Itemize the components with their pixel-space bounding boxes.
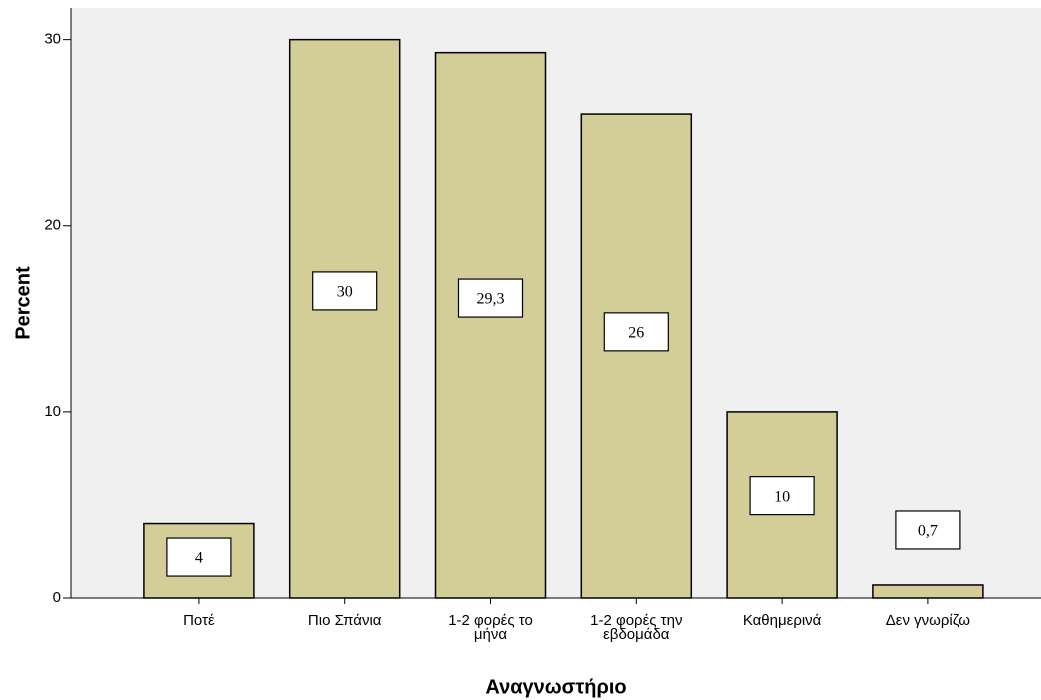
value-label-box bbox=[312, 271, 378, 311]
value-label-box bbox=[749, 476, 815, 516]
x-tick-label: Δεν γνωρίζω bbox=[885, 612, 971, 629]
x-tick-label: Καθημερινά bbox=[742, 612, 822, 629]
value-label: 29,3 bbox=[477, 291, 505, 308]
value-label-box bbox=[603, 312, 669, 352]
value-label: 4 bbox=[195, 550, 203, 567]
y-tick-label: 10 bbox=[44, 403, 61, 420]
y-tick-label: 30 bbox=[44, 31, 61, 48]
value-label-box bbox=[166, 537, 232, 577]
y-tick-label: 0 bbox=[53, 589, 61, 606]
value-label: 26 bbox=[628, 325, 644, 342]
x-axis-title: Αναγνωστήριο bbox=[485, 676, 626, 698]
bar bbox=[434, 51, 547, 599]
value-label: 0,7 bbox=[918, 523, 938, 540]
bar bbox=[288, 38, 401, 599]
x-tick-label: 1-2 φορές την εβδομάδα bbox=[590, 612, 683, 643]
value-label: 30 bbox=[337, 284, 353, 301]
y-tick-label: 20 bbox=[44, 217, 61, 234]
bar bbox=[580, 113, 693, 599]
plot-area bbox=[71, 8, 1041, 598]
value-label: 10 bbox=[774, 488, 790, 505]
y-axis-title: Percent bbox=[12, 266, 34, 340]
value-label-box bbox=[895, 510, 961, 550]
x-tick-label: Πιο Σπάνια bbox=[307, 612, 382, 629]
x-tick-label: 1-2 φορές το μήνα bbox=[448, 612, 533, 643]
bar bbox=[726, 411, 838, 599]
value-label-box bbox=[457, 278, 524, 318]
bar bbox=[872, 584, 984, 599]
x-tick-label: Ποτέ bbox=[183, 612, 215, 629]
